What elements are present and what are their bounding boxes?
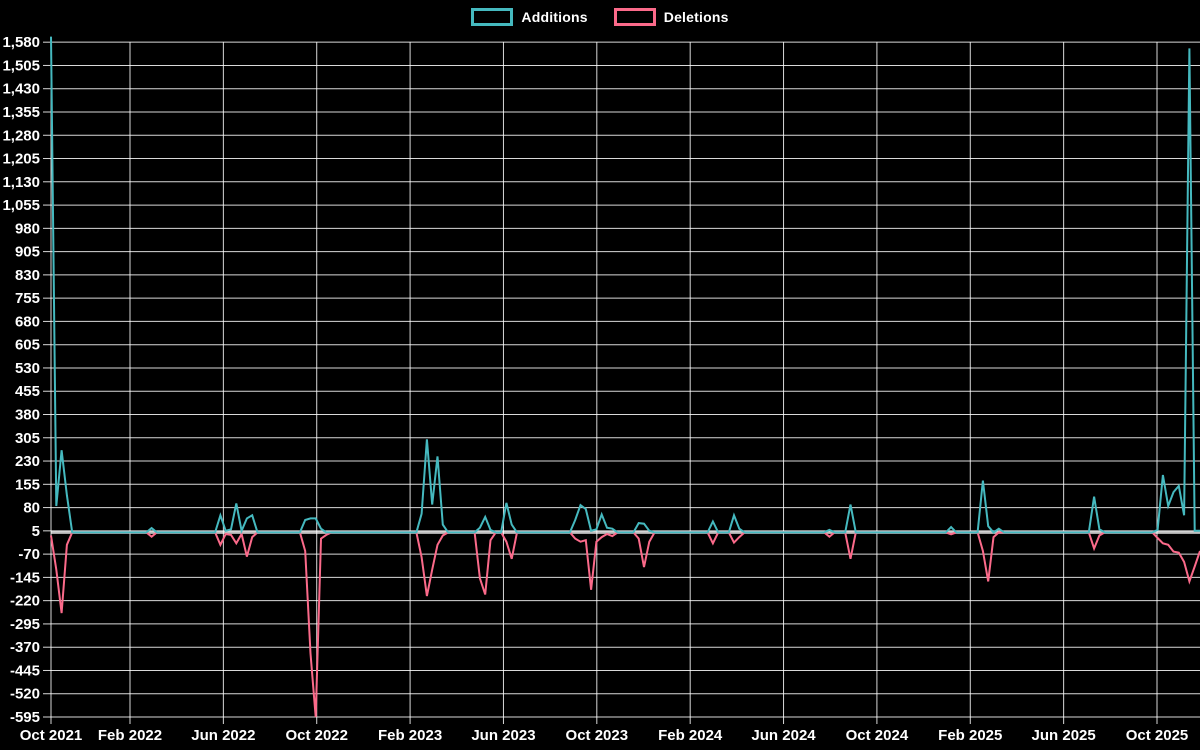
y-tick-label: -370 [10, 639, 40, 656]
additions-swatch-icon [471, 8, 514, 26]
y-tick-label: 1,280 [2, 127, 40, 144]
y-tick-label: 755 [15, 290, 40, 307]
deletions-line [50, 531, 1200, 718]
y-axis-labels: -595 -520 -445 -370 -295 -220 -145 -70 5 80 155 230… [2, 34, 40, 726]
x-tick-label: Oct 2022 [285, 727, 348, 744]
x-tick-label: Feb 2025 [938, 727, 1002, 744]
y-tick-label: 380 [15, 406, 40, 423]
deletions-swatch-icon [613, 8, 656, 26]
y-tick-label: 1,580 [2, 34, 40, 51]
y-tick-label: 530 [15, 360, 40, 377]
y-tick-label: 830 [15, 267, 40, 284]
y-tick-label: 605 [15, 337, 40, 354]
legend-item-deletions[interactable]: Deletions [613, 8, 729, 26]
y-tick-label: -520 [10, 686, 40, 703]
axis-tick-marks [43, 41, 1158, 725]
y-tick-label: 905 [15, 244, 40, 261]
y-tick-label: -70 [18, 546, 40, 563]
x-tick-label: Jun 2022 [191, 727, 255, 744]
legend-item-additions[interactable]: Additions [471, 8, 588, 26]
y-tick-label: 680 [15, 313, 40, 330]
y-tick-label: 1,355 [2, 104, 40, 121]
y-tick-label: -145 [10, 569, 40, 586]
x-tick-label: Oct 2023 [566, 727, 629, 744]
x-tick-label: Oct 2024 [846, 727, 909, 744]
chart-legend: Additions Deletions [0, 8, 1200, 26]
additions-line [50, 36, 1200, 535]
legend-label-deletions: Deletions [663, 9, 729, 25]
y-tick-label: 5 [32, 523, 40, 540]
x-tick-label: Jun 2023 [471, 727, 535, 744]
gridlines [50, 41, 1200, 718]
x-tick-label: Oct 2025 [1126, 727, 1189, 744]
y-tick-label: 980 [15, 220, 40, 237]
y-tick-label: 1,130 [2, 174, 40, 191]
x-axis-labels: Oct 2021 Feb 2022 Jun 2022 Oct 2022 Feb 2023… [20, 727, 1189, 744]
x-tick-label: Oct 2021 [20, 727, 83, 744]
y-tick-label: 230 [15, 453, 40, 470]
x-tick-label: Feb 2023 [378, 727, 442, 744]
data-lines [50, 36, 1200, 718]
y-tick-label: 1,430 [2, 81, 40, 98]
y-tick-label: 455 [15, 383, 40, 400]
y-tick-label: 1,205 [2, 151, 40, 168]
y-tick-label: 1,055 [2, 197, 40, 214]
y-tick-label: -295 [10, 616, 40, 633]
y-tick-label: -220 [10, 593, 40, 610]
y-tick-label: -595 [10, 709, 40, 726]
y-tick-label: 155 [15, 476, 40, 493]
y-tick-label: 1,505 [2, 57, 40, 74]
x-tick-label: Feb 2022 [98, 727, 162, 744]
x-tick-label: Feb 2024 [658, 727, 723, 744]
y-tick-label: -445 [10, 662, 40, 679]
legend-label-additions: Additions [521, 9, 588, 25]
x-tick-label: Jun 2024 [751, 727, 816, 744]
y-tick-label: 80 [23, 500, 40, 517]
x-tick-label: Jun 2025 [1032, 727, 1096, 744]
y-tick-label: 305 [15, 430, 40, 447]
